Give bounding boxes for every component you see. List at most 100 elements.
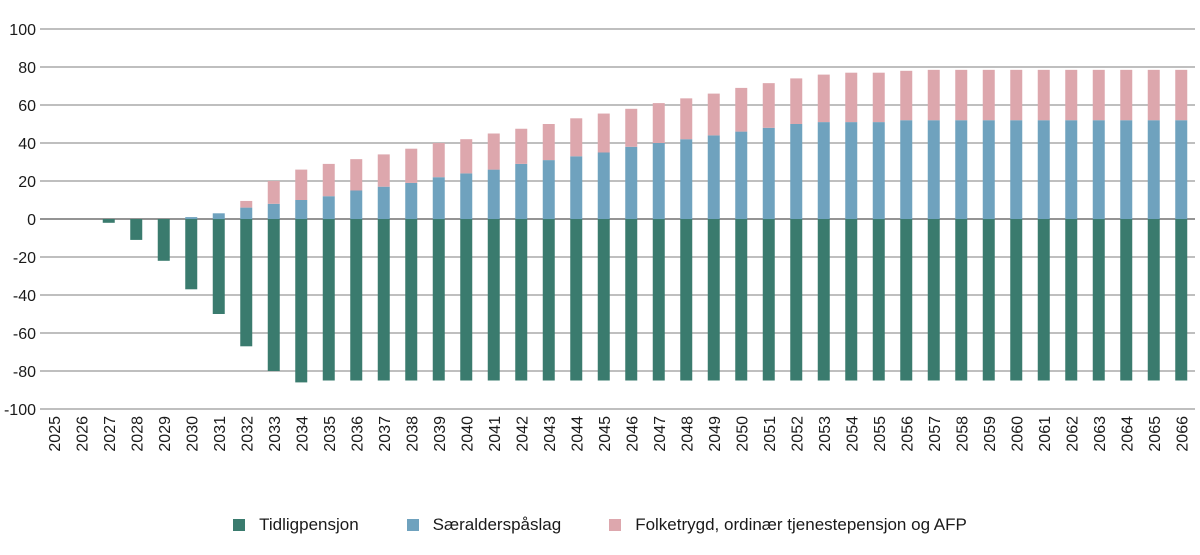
bar-segment-3 xyxy=(1175,69,1188,121)
bar-segment-3 xyxy=(432,143,445,178)
bar-segment-2 xyxy=(872,122,885,219)
bar-segment-2 xyxy=(212,213,225,219)
bar-segment-1 xyxy=(1147,219,1160,381)
bar-segment-1 xyxy=(102,219,115,223)
bar-segment-2 xyxy=(652,143,665,219)
bar-segment-3 xyxy=(405,148,418,183)
bar-segment-2 xyxy=(405,182,418,219)
bar-segment-1 xyxy=(1092,219,1105,381)
y-tick-label: 0 xyxy=(27,212,36,229)
y-tick-label: 20 xyxy=(18,174,36,191)
x-tick-label: 2059 xyxy=(982,416,999,452)
x-tick-label: 2040 xyxy=(459,416,476,452)
bar-segment-2 xyxy=(1037,120,1050,219)
x-tick-label: 2039 xyxy=(432,416,449,452)
x-tick-label: 2055 xyxy=(872,416,889,452)
x-tick-label: 2035 xyxy=(322,416,339,452)
bar-segment-1 xyxy=(735,219,748,381)
bar-segment-2 xyxy=(707,135,720,219)
bar-segment-1 xyxy=(377,219,390,381)
bar-segment-2 xyxy=(322,196,335,219)
bar-segment-3 xyxy=(845,72,858,123)
bar-segment-2 xyxy=(597,152,610,219)
bar-segment-2 xyxy=(377,186,390,219)
bar-segment-1 xyxy=(240,219,253,347)
bar-segment-3 xyxy=(267,181,280,204)
y-tick-label: -40 xyxy=(13,288,36,305)
bar-segment-2 xyxy=(295,200,308,219)
x-tick-label: 2026 xyxy=(74,416,91,452)
y-tick-label: 80 xyxy=(18,60,36,77)
bar-segment-1 xyxy=(955,219,968,381)
x-tick-label: 2041 xyxy=(487,416,504,452)
x-tick-label: 2053 xyxy=(817,416,834,452)
bar-segment-3 xyxy=(487,133,500,170)
y-tick-label: 60 xyxy=(18,98,36,115)
bar-segment-1 xyxy=(900,219,913,381)
x-tick-label: 2051 xyxy=(762,416,779,452)
x-tick-label: 2032 xyxy=(239,416,256,452)
bar-segment-3 xyxy=(955,69,968,121)
bar-segment-1 xyxy=(597,219,610,381)
bar-segment-3 xyxy=(982,69,995,121)
bar-segment-1 xyxy=(1037,219,1050,381)
bar-segment-3 xyxy=(350,159,363,191)
legend-item-folketrygd: Folketrygd, ordinær tjenestepensjon og A… xyxy=(609,515,967,535)
bar-segment-3 xyxy=(872,72,885,123)
x-tick-label: 2057 xyxy=(927,416,944,452)
bar-segment-3 xyxy=(240,200,253,208)
bar-segment-2 xyxy=(515,163,528,219)
bar-segment-2 xyxy=(927,120,940,219)
bar-segment-3 xyxy=(322,163,335,197)
bar-segment-2 xyxy=(845,122,858,219)
bar-segment-2 xyxy=(542,160,555,219)
bar-segment-3 xyxy=(570,118,583,157)
legend-label: Særalderspåslag xyxy=(432,515,562,534)
legend-swatch xyxy=(233,519,246,531)
bar-segment-3 xyxy=(817,74,830,123)
bar-segment-1 xyxy=(570,219,583,381)
bar-segment-1 xyxy=(212,219,225,314)
x-tick-label: 2045 xyxy=(597,416,614,452)
bar-segment-1 xyxy=(542,219,555,381)
bar-segment-3 xyxy=(790,78,803,124)
bar-segment-2 xyxy=(432,177,445,219)
bar-segment-3 xyxy=(1037,69,1050,121)
bar-segment-3 xyxy=(1010,69,1023,121)
bar-segment-1 xyxy=(1175,219,1188,381)
bar-segment-2 xyxy=(240,207,253,219)
x-tick-label: 2028 xyxy=(129,416,146,452)
y-tick-label: -100 xyxy=(4,402,36,419)
bar-segment-3 xyxy=(652,103,665,143)
x-tick-label: 2062 xyxy=(1064,416,1081,452)
x-tick-label: 2066 xyxy=(1174,416,1191,452)
bar-segment-2 xyxy=(350,190,363,219)
x-tick-label: 2030 xyxy=(184,416,201,452)
bar-segment-3 xyxy=(377,154,390,187)
bar-segment-1 xyxy=(1065,219,1078,381)
y-tick-label: 40 xyxy=(18,136,36,153)
legend-item-tidligpensjon: Tidligpensjon xyxy=(233,515,359,535)
x-tick-label: 2037 xyxy=(377,416,394,452)
bar-segment-1 xyxy=(927,219,940,381)
y-tick-label: -20 xyxy=(13,250,36,267)
x-tick-label: 2025 xyxy=(47,416,64,452)
bar-segment-1 xyxy=(1010,219,1023,381)
bar-segment-1 xyxy=(405,219,418,381)
bar-segment-2 xyxy=(1120,120,1133,219)
x-tick-label: 2042 xyxy=(514,416,531,452)
bar-segment-2 xyxy=(790,124,803,219)
x-tick-label: 2050 xyxy=(734,416,751,452)
x-tick-label: 2044 xyxy=(569,416,586,452)
bar-segment-3 xyxy=(735,87,748,132)
x-tick-label: 2064 xyxy=(1119,416,1136,452)
legend-label: Folketrygd, ordinær tjenestepensjon og A… xyxy=(635,515,967,534)
bar-segment-3 xyxy=(460,139,473,174)
x-tick-label: 2046 xyxy=(624,416,641,452)
x-tick-label: 2049 xyxy=(707,416,724,452)
bar-segment-1 xyxy=(515,219,528,381)
x-tick-label: 2058 xyxy=(954,416,971,452)
bar-segment-3 xyxy=(542,124,555,161)
y-tick-label: -60 xyxy=(13,326,36,343)
x-tick-label: 2054 xyxy=(844,416,861,452)
